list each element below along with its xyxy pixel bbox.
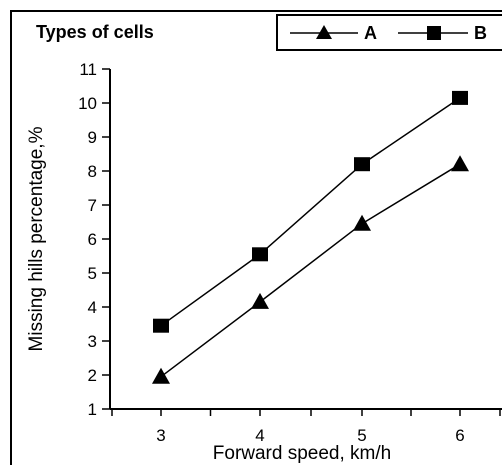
series-layer [152, 90, 469, 384]
y-tick-label: 4 [88, 298, 97, 317]
y-tick-label: 1 [88, 400, 97, 419]
legend-label-b: B [474, 23, 487, 43]
y-tick-label: 7 [88, 196, 97, 215]
x-tick-label: 5 [357, 426, 366, 445]
y-tick-label: 6 [88, 230, 97, 249]
data-point-b [354, 157, 370, 172]
y-tick-label: 8 [88, 162, 97, 181]
data-point-a [451, 155, 469, 172]
y-tick-label: 10 [78, 94, 97, 113]
x-ticks: 3 4 5 6 [111, 409, 501, 445]
data-point-a [152, 367, 170, 384]
chart-frame [10, 10, 502, 465]
data-point-a [353, 214, 371, 231]
x-axis-title: Forward speed, km/h [213, 443, 391, 464]
y-tick-label: 5 [88, 264, 97, 283]
y-tick-label: 11 [79, 60, 97, 79]
series-line-b [160, 97, 461, 327]
y-ticks: 1 2 3 4 5 6 7 8 9 10 11 [78, 60, 110, 419]
legend-title: Types of cells [36, 22, 154, 42]
data-point-a [251, 292, 269, 309]
data-point-b [252, 247, 268, 262]
x-tick-label: 3 [156, 426, 165, 445]
y-tick-label: 9 [88, 128, 97, 147]
x-tick-label: 6 [455, 426, 464, 445]
data-point-b [153, 318, 169, 333]
legend-marker-b [427, 26, 441, 40]
data-point-b [452, 90, 468, 105]
y-tick-label: 3 [88, 332, 97, 351]
y-axis-title: Missing hills percentage,% [26, 126, 47, 351]
legend-marker-a [316, 25, 332, 39]
y-tick-label: 2 [88, 366, 97, 385]
legend-label-a: A [364, 23, 377, 43]
series-line-a [160, 163, 461, 378]
x-tick-label: 4 [255, 426, 264, 445]
